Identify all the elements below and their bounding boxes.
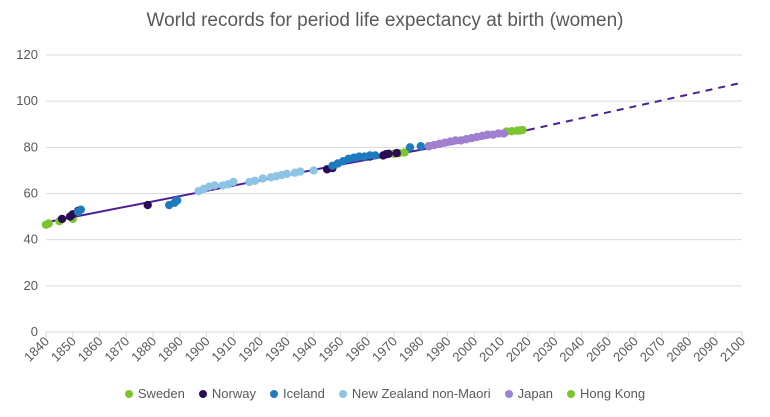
trend-line-dashed — [527, 81, 743, 131]
point-new-zealand-non-maori-16 — [309, 166, 318, 175]
legend-item-sweden: Sweden — [124, 386, 185, 401]
gridlines — [45, 54, 743, 337]
point-new-zealand-non-maori-3 — [210, 181, 219, 190]
x-tick-1860: 1860 — [75, 334, 106, 365]
x-tick-2080: 2080 — [664, 334, 695, 365]
legend-swatch-iceland — [269, 389, 278, 398]
chart-title: World records for period life expectancy… — [146, 10, 624, 31]
x-tick-1880: 1880 — [128, 334, 159, 365]
legend-label-iceland: Iceland — [282, 386, 325, 401]
point-norway-11 — [392, 148, 401, 158]
x-tick-2090: 2090 — [690, 334, 721, 365]
point-iceland-1 — [76, 205, 86, 214]
legend-swatch-sweden — [124, 389, 133, 398]
data-points — [41, 125, 527, 229]
point-new-zealand-non-maori-9 — [258, 174, 268, 183]
x-tick-2060: 2060 — [610, 334, 641, 365]
legend-label-sweden: Sweden — [137, 386, 185, 401]
x-tick-2020: 2020 — [503, 334, 534, 365]
legend-item-japan: Japan — [504, 386, 554, 401]
x-tick-labels: 1840185018601870188018901900191019201930… — [21, 334, 748, 365]
x-tick-1920: 1920 — [235, 334, 266, 365]
point-new-zealand-non-maori-6 — [229, 177, 238, 187]
point-japan-14 — [499, 129, 508, 138]
legend-label-hong-kong: Hong Kong — [580, 386, 646, 401]
point-sweden-1 — [44, 219, 53, 228]
x-tick-1980: 1980 — [396, 334, 427, 365]
legend-swatch-norway — [198, 389, 207, 398]
legend-item-hong-kong: Hong Kong — [567, 386, 645, 401]
x-tick-1960: 1960 — [342, 334, 373, 365]
legend-item-norway: Norway — [198, 386, 256, 401]
point-norway-0 — [57, 214, 67, 224]
y-tick-80: 80 — [24, 139, 38, 154]
x-tick-2030: 2030 — [530, 334, 561, 365]
point-new-zealand-non-maori-13 — [282, 169, 292, 179]
x-tick-1850: 1850 — [48, 334, 79, 365]
x-tick-2050: 2050 — [583, 334, 614, 365]
x-tick-1840: 1840 — [21, 334, 52, 365]
y-tick-120: 120 — [16, 47, 38, 62]
point-new-zealand-non-maori-8 — [250, 176, 259, 186]
y-tick-60: 60 — [24, 186, 38, 201]
x-tick-1870: 1870 — [101, 334, 132, 365]
y-tick-20: 20 — [24, 278, 38, 293]
legend-swatch-new-zealand — [338, 389, 347, 398]
x-tick-1930: 1930 — [262, 334, 293, 365]
x-tick-1970: 1970 — [369, 334, 400, 365]
x-tick-1950: 1950 — [316, 334, 347, 365]
y-tick-100: 100 — [16, 93, 38, 108]
legend: Sweden Norway Iceland New Zealand non-Ma… — [0, 386, 770, 401]
legend-label-norway: Norway — [211, 386, 256, 401]
legend-swatch-japan — [504, 389, 513, 398]
legend-swatch-hong-kong — [567, 389, 576, 398]
point-sweden-11 — [518, 125, 527, 135]
y-tick-0: 0 — [31, 324, 38, 339]
point-norway-10 — [384, 149, 393, 158]
y-tick-labels: 0 20 40 60 80 100 120 — [16, 47, 38, 339]
x-tick-1990: 1990 — [423, 334, 454, 365]
legend-label-new-zealand: New Zealand non-Maori — [351, 386, 491, 401]
point-iceland-14 — [405, 143, 415, 152]
x-tick-2070: 2070 — [637, 334, 668, 365]
legend-item-new-zealand: New Zealand non-Maori — [338, 386, 491, 401]
point-new-zealand-non-maori-15 — [296, 167, 305, 176]
point-iceland-13 — [371, 151, 380, 160]
x-tick-1940: 1940 — [289, 334, 320, 365]
y-tick-40: 40 — [24, 232, 38, 247]
x-tick-2040: 2040 — [556, 334, 587, 365]
point-sweden-6 — [400, 148, 409, 157]
x-tick-1900: 1900 — [182, 334, 213, 365]
point-iceland-4 — [172, 196, 182, 205]
legend-item-iceland: Iceland — [269, 386, 325, 401]
x-tick-1890: 1890 — [155, 334, 186, 365]
x-tick-1910: 1910 — [208, 334, 239, 365]
point-iceland-15 — [416, 141, 425, 151]
legend-label-japan: Japan — [517, 386, 554, 401]
x-tick-2100: 2100 — [717, 334, 748, 365]
x-tick-2000: 2000 — [449, 334, 480, 365]
x-tick-2010: 2010 — [476, 334, 507, 365]
point-norway-4 — [143, 200, 152, 210]
